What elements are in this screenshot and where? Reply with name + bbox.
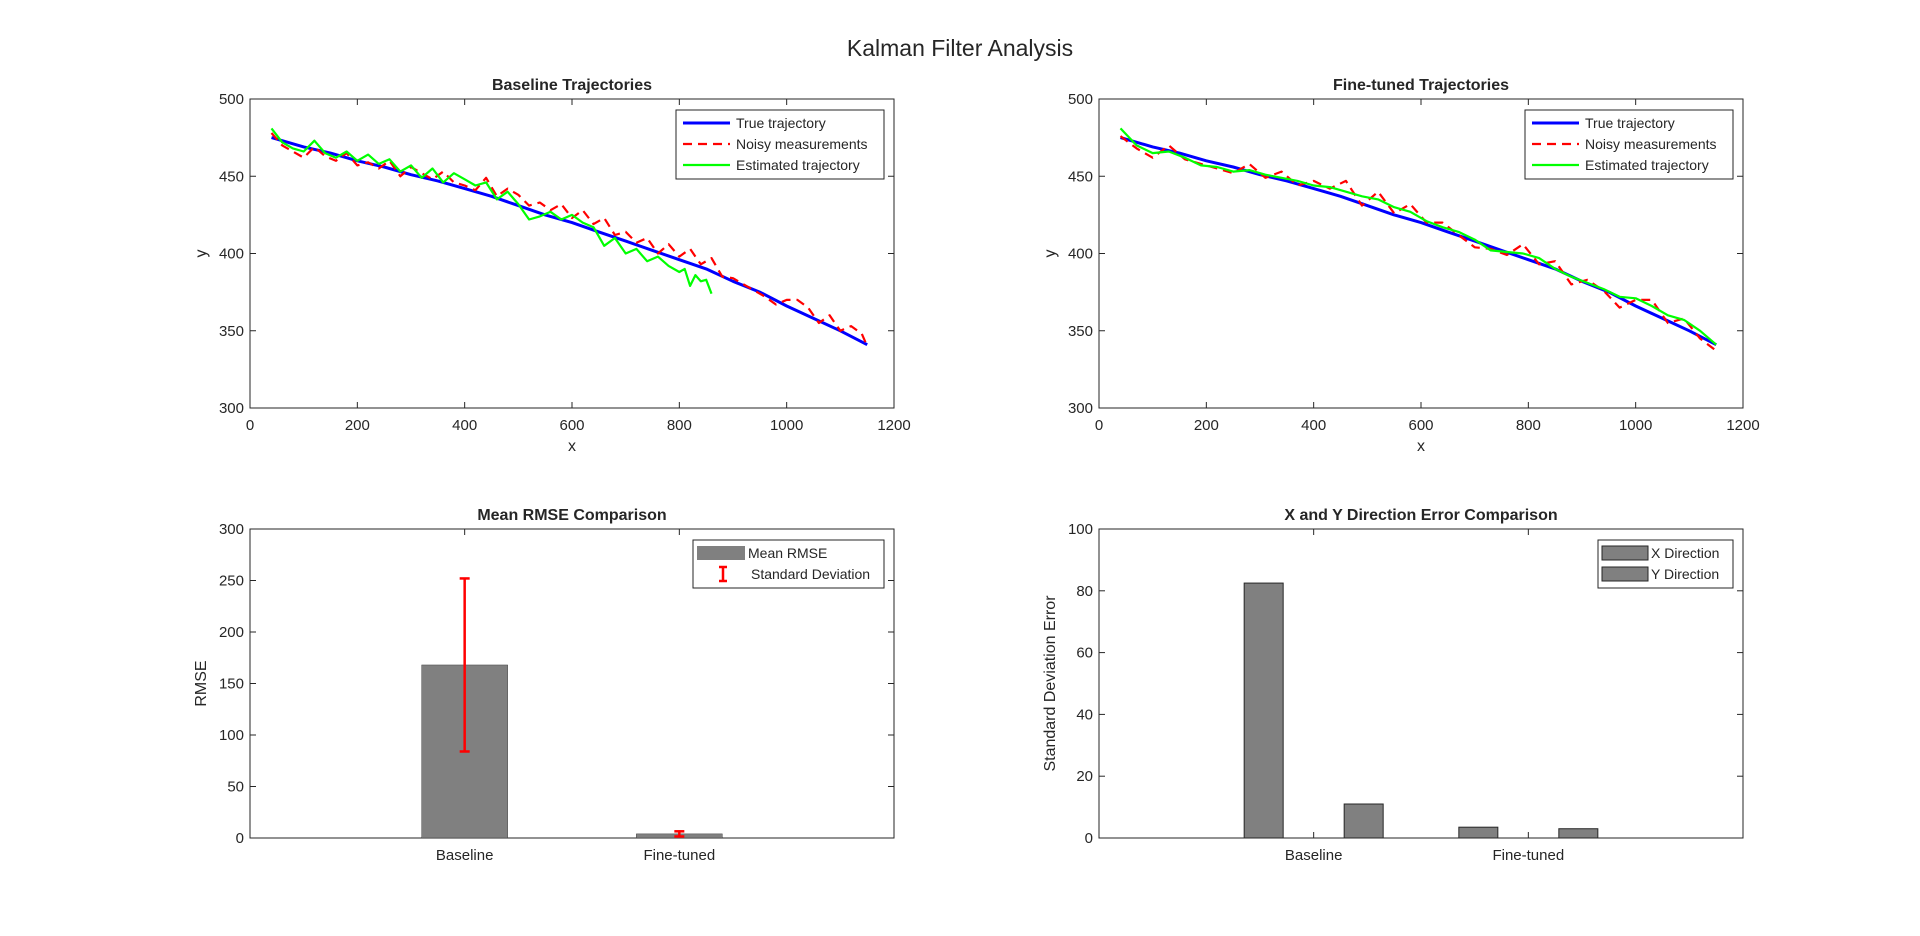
legend-label: Noisy measurements xyxy=(736,136,868,152)
legend-label: Y Direction xyxy=(1651,566,1719,582)
x-axis: 0 200 400 600 800 1000 1200 xyxy=(246,99,911,434)
y-axis-label: y xyxy=(193,250,210,258)
y-axis: 300 350 400 450 500 xyxy=(1068,91,1743,417)
y-tick-label: 500 xyxy=(219,91,244,108)
legend-label: X Direction xyxy=(1651,545,1719,561)
legend-label: Estimated trajectory xyxy=(736,157,860,173)
series-line-3 xyxy=(270,127,713,295)
y-tick-label: 300 xyxy=(1068,400,1093,417)
x-tick-label: 200 xyxy=(1194,417,1219,434)
legend-label: True trajectory xyxy=(1585,115,1675,131)
legend-label: Estimated trajectory xyxy=(1585,157,1709,173)
legend-swatch xyxy=(1601,566,1649,582)
x-tick-label: 1000 xyxy=(1619,417,1652,434)
legend-swatch xyxy=(697,546,745,560)
legend-label: Standard Deviation xyxy=(751,566,870,582)
y-tick-label: 450 xyxy=(1068,168,1093,185)
x-tick-label: 800 xyxy=(667,417,692,434)
figure-title: Kalman Filter Analysis xyxy=(847,35,1073,61)
legend-swatch xyxy=(1601,545,1649,561)
y-axis: 0 50 100 150 200 250 300 xyxy=(219,521,894,847)
x-axis: 0 200 400 600 800 1000 1200 xyxy=(1095,99,1760,434)
x-tick-label: Baseline xyxy=(1285,847,1343,864)
y-axis: 300 350 400 450 500 xyxy=(219,91,894,417)
x-tick-label: Baseline xyxy=(436,847,494,864)
y-tick-label: 60 xyxy=(1076,645,1093,662)
legend: Mean RMSE Standard Deviation xyxy=(692,539,885,589)
legend-label: True trajectory xyxy=(736,115,826,131)
y-tick-label: 40 xyxy=(1076,706,1093,723)
series-line-3 xyxy=(1119,127,1717,346)
x-tick-label: 1000 xyxy=(770,417,803,434)
x-tick-label: 600 xyxy=(559,417,584,434)
x-tick-label: 1200 xyxy=(877,417,910,434)
legend-label: Noisy measurements xyxy=(1585,136,1717,152)
chart-baseline: Baseline Trajectories 300 350 400 450 500 y 0 20… xyxy=(193,77,911,455)
chart-title: Baseline Trajectories xyxy=(492,77,652,94)
legend: True trajectory Noisy measurements Estimat… xyxy=(1524,109,1734,180)
y-tick-label: 0 xyxy=(236,830,244,847)
series-line-1 xyxy=(271,136,868,347)
y-tick-label: 80 xyxy=(1076,583,1093,600)
legend: X Direction Y Direction xyxy=(1597,539,1734,589)
bar xyxy=(1243,582,1284,839)
x-axis: Baseline Fine-tuned xyxy=(1285,529,1564,864)
bar xyxy=(1558,828,1599,839)
y-tick-label: 150 xyxy=(219,676,244,693)
bar xyxy=(1343,803,1384,839)
chart-title: Fine-tuned Trajectories xyxy=(1333,77,1509,94)
chart-rmse: Mean RMSE Comparison 0 50 100 150 200 250 300 RM… xyxy=(193,507,895,864)
y-axis-label: y xyxy=(1042,250,1059,258)
legend: True trajectory Noisy measurements Estimat… xyxy=(675,109,885,180)
y-tick-label: 400 xyxy=(1068,246,1093,263)
x-tick-label: Fine-tuned xyxy=(643,847,715,864)
bar xyxy=(1458,826,1499,839)
x-tick-label: 1200 xyxy=(1726,417,1759,434)
x-tick-label: 400 xyxy=(452,417,477,434)
x-tick-label: 0 xyxy=(246,417,254,434)
y-tick-label: 450 xyxy=(219,168,244,185)
series-line-2 xyxy=(270,132,869,347)
y-tick-label: 200 xyxy=(219,624,244,641)
x-tick-label: 600 xyxy=(1408,417,1433,434)
y-tick-label: 300 xyxy=(219,400,244,417)
y-tick-label: 500 xyxy=(1068,91,1093,108)
y-tick-label: 0 xyxy=(1085,830,1093,847)
chart-finetuned: Fine-tuned Trajectories 300 350 400 450 500 y 0… xyxy=(1042,77,1760,455)
y-tick-label: 20 xyxy=(1076,768,1093,785)
x-axis-label: x xyxy=(568,438,576,455)
x-tick-label: 200 xyxy=(345,417,370,434)
series-line-2 xyxy=(1119,135,1717,352)
y-tick-label: 350 xyxy=(1068,323,1093,340)
y-tick-label: 400 xyxy=(219,246,244,263)
y-axis-label: Standard Deviation Error xyxy=(1042,595,1059,772)
y-tick-label: 100 xyxy=(219,727,244,744)
y-axis: 0 20 40 60 80 100 xyxy=(1068,521,1743,847)
legend-label: Mean RMSE xyxy=(748,545,827,561)
x-tick-label: 0 xyxy=(1095,417,1103,434)
x-tick-label: 800 xyxy=(1516,417,1541,434)
y-tick-label: 250 xyxy=(219,573,244,590)
x-tick-label: 400 xyxy=(1301,417,1326,434)
chart-title: X and Y Direction Error Comparison xyxy=(1284,507,1557,524)
y-tick-label: 350 xyxy=(219,323,244,340)
chart-xydir: X and Y Direction Error Comparison 0 20 40 6… xyxy=(1042,507,1744,864)
y-tick-label: 100 xyxy=(1068,521,1093,538)
x-axis: Baseline Fine-tuned xyxy=(436,529,715,864)
y-axis-label: RMSE xyxy=(193,660,210,706)
y-tick-label: 300 xyxy=(219,521,244,538)
x-tick-label: Fine-tuned xyxy=(1492,847,1564,864)
x-axis-label: x xyxy=(1417,438,1425,455)
chart-title: Mean RMSE Comparison xyxy=(477,507,666,524)
y-tick-label: 50 xyxy=(227,779,244,796)
